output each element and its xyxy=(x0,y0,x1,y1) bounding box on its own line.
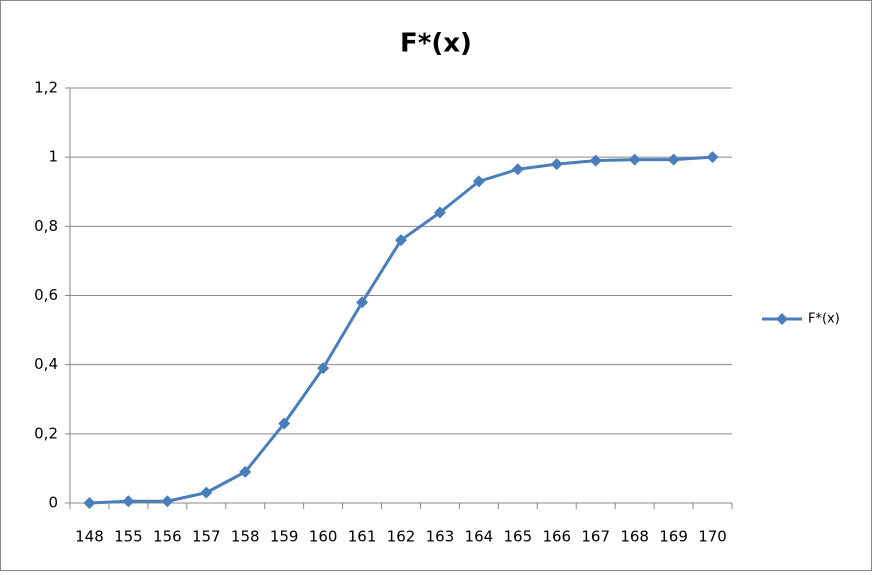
legend-marker xyxy=(776,313,788,325)
point-marker xyxy=(161,495,174,508)
y-tick-label: 0,6 xyxy=(34,286,58,304)
x-tick-label: 148 xyxy=(75,528,104,546)
x-tick-label: 170 xyxy=(698,528,727,546)
x-tick-label: 168 xyxy=(620,528,649,546)
x-tick-label: 162 xyxy=(387,528,416,546)
x-tick-label: 167 xyxy=(581,528,610,546)
point-marker xyxy=(667,153,680,166)
y-tick-label: 0,8 xyxy=(34,217,58,235)
point-marker xyxy=(628,153,641,166)
point-marker xyxy=(83,497,96,509)
point-marker xyxy=(356,296,369,309)
x-tick-label: 164 xyxy=(465,528,494,546)
x-tick-label: 158 xyxy=(231,528,260,546)
point-marker xyxy=(278,417,291,430)
x-tick-label: 169 xyxy=(659,528,688,546)
x-tick-label: 165 xyxy=(504,528,533,546)
y-tick-label: 1,2 xyxy=(34,79,58,97)
point-marker xyxy=(511,163,524,176)
point-marker xyxy=(433,206,446,219)
y-tick-label: 0,4 xyxy=(34,355,58,373)
x-tick-label: 160 xyxy=(309,528,338,546)
point-marker xyxy=(550,158,563,171)
point-marker xyxy=(317,362,330,375)
point-marker xyxy=(706,151,719,164)
x-tick-label: 159 xyxy=(270,528,299,546)
x-tick-label: 163 xyxy=(426,528,455,546)
x-tick-label: 155 xyxy=(114,528,143,546)
x-tick-label: 161 xyxy=(348,528,377,546)
point-marker xyxy=(395,234,407,247)
point-marker xyxy=(200,486,213,499)
legend-label: F*(x) xyxy=(808,312,840,327)
y-tick-label: 1 xyxy=(48,148,58,166)
chart-title: F*(x) xyxy=(400,29,472,59)
x-tick-label: 166 xyxy=(542,528,571,546)
x-tick-label: 156 xyxy=(153,528,182,546)
y-tick-label: 0 xyxy=(48,494,58,512)
point-marker xyxy=(589,154,602,167)
point-marker xyxy=(239,465,252,478)
point-marker xyxy=(122,495,135,508)
point-marker xyxy=(472,175,485,188)
y-tick-label: 0,2 xyxy=(34,424,58,442)
x-tick-label: 157 xyxy=(192,528,221,546)
